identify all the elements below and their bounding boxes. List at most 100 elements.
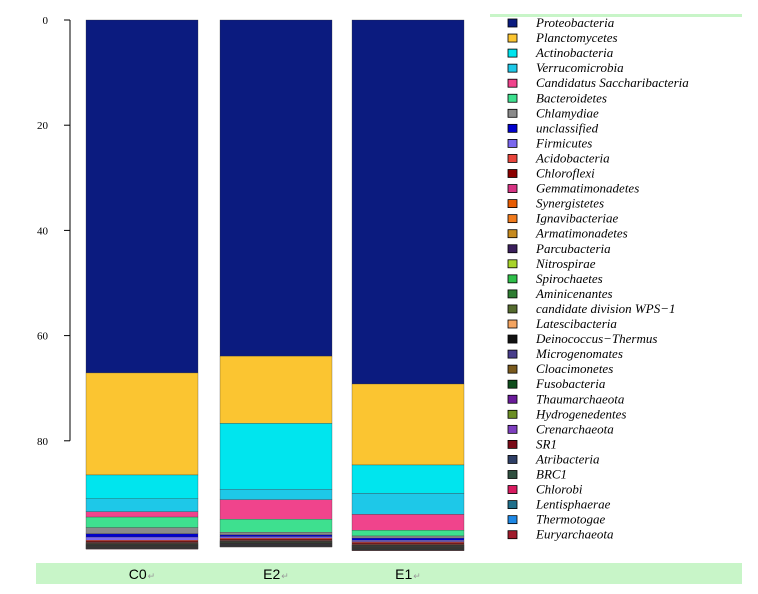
legend-label: Thaumarchaeota (536, 391, 625, 406)
legend-label: Acidobacteria (535, 150, 610, 165)
legend-label: Euryarchaeota (535, 527, 614, 542)
legend-label: Chlamydiae (536, 105, 599, 120)
legend-swatch (507, 123, 518, 133)
legend-swatch (507, 214, 518, 224)
legend-label: Spirochaetes (536, 271, 603, 286)
bar-segment-e2-candidatus-saccharibacteria (219, 499, 333, 520)
bar-segment-e1-unclassified (351, 537, 465, 541)
bar-segment-e1-actinobacteria (351, 464, 465, 494)
legend-label: Gemmatimonadetes (536, 181, 639, 196)
bar-segment-e2-verrucomicrobia (219, 489, 333, 500)
legend-swatch (507, 169, 518, 178)
legend-label: Bacteroidetes (536, 90, 607, 105)
legend-swatch (507, 485, 518, 494)
legend-label: Deinococcus−Thermus (535, 331, 657, 346)
legend-swatch (507, 470, 518, 479)
bar-segment-e1-planctomycetes (351, 383, 465, 466)
bar-segment-c0-candidatus-saccharibacteria (85, 511, 199, 518)
legend-label: candidate division WPS−1 (536, 301, 675, 316)
sample-label-c0-text: C0 (128, 566, 147, 582)
return-mark-icon: ↵ (281, 571, 289, 581)
bar-segment-e1-acidobacteria (351, 541, 465, 543)
legend-label: BRC1 (536, 467, 567, 482)
bar-segment-e2-unclassified (219, 534, 333, 537)
legend-swatch (507, 93, 518, 103)
bar-segment-e1-chloroflexi (351, 542, 465, 545)
bar-segment-e2-actinobacteria (219, 423, 333, 490)
legend-label: Firmicutes (535, 135, 592, 150)
legend-label: Thermotogae (536, 512, 606, 527)
legend-swatch (507, 394, 518, 404)
bar-segment-c0-chloroflexi (85, 541, 199, 543)
legend-label: Planctomycetes (535, 30, 618, 45)
legend-swatch (507, 33, 518, 43)
legend-label: Cloacimonetes (536, 361, 613, 376)
legend-top-rule (490, 14, 742, 17)
bar-segment-e2-acidobacteria (219, 537, 333, 540)
bar-segment-c0-planctomycetes (85, 372, 199, 476)
legend-swatch (507, 515, 518, 525)
y-tick-label: 20 (37, 120, 49, 132)
legend-label: Parcubacteria (535, 241, 611, 256)
legend-swatch (507, 379, 518, 389)
legend-swatch (507, 138, 518, 148)
legend-swatch (507, 319, 518, 329)
sample-label-e2: E2↵ (236, 566, 316, 582)
bar-segment-e1-verrucomicrobia (351, 493, 465, 515)
return-mark-icon: ↵ (147, 571, 156, 581)
bar-segment-e2-planctomycetes (219, 355, 333, 424)
legend-swatch (507, 334, 518, 344)
legend-label: Aminicenantes (535, 286, 613, 301)
bar-segment-c0-verrucomicrobia (85, 498, 199, 512)
y-axis: 0 20 40 60 80 (37, 15, 71, 448)
sample-label-c0: C0↵ (102, 566, 182, 582)
legend: ProteobacteriaPlanctomycetesActinobacter… (507, 15, 689, 542)
bar-segment-c0-actinobacteria (85, 474, 199, 499)
bar-segment-e2-chlamydiae (219, 532, 333, 536)
legend-label: Chloroflexi (536, 166, 595, 181)
bar-segment-e2-firmicutes (219, 536, 333, 539)
legend-swatch (507, 244, 518, 254)
bar-segment-e2-bacteroidetes (219, 519, 333, 533)
legend-label: Microgenomates (535, 346, 623, 361)
sample-label-e1: E1↵ (368, 566, 448, 582)
bar-segment-c0-chlamydiae (85, 527, 199, 535)
legend-label: Latescibacteria (535, 316, 617, 331)
y-tick-label: 60 (37, 331, 49, 343)
legend-label: Hydrogenedentes (535, 406, 627, 421)
legend-swatch (507, 259, 518, 269)
legend-swatch (507, 455, 518, 464)
legend-swatch (507, 184, 518, 193)
legend-swatch (507, 530, 518, 540)
return-mark-icon: ↵ (413, 571, 421, 581)
legend-swatch (507, 349, 518, 359)
bar-segment-c0-unclassified (85, 533, 199, 538)
legend-swatch (507, 364, 518, 374)
legend-label: unclassified (536, 120, 599, 135)
legend-swatch (507, 108, 518, 118)
y-tick-label: 80 (37, 436, 49, 448)
legend-swatch (507, 289, 518, 299)
bar-segment-e2-proteobacteria (219, 19, 333, 357)
bar-segment-e1-chlamydiae (351, 535, 465, 539)
bar-segment-c0-bacteroidetes (85, 516, 199, 528)
bar-segment-e1-firmicutes (351, 540, 465, 542)
legend-label: Chlorobi (536, 482, 583, 497)
legend-swatch (507, 63, 518, 73)
legend-label: Armatimonadetes (535, 226, 628, 241)
legend-label: Lentisphaerae (535, 497, 611, 512)
legend-swatch (507, 274, 518, 284)
legend-label: Synergistetes (536, 196, 604, 211)
bar-segment-e1-proteobacteria (351, 19, 465, 385)
legend-swatch (507, 229, 518, 239)
legend-label: Nitrospirae (535, 256, 596, 271)
sample-label-e2-text: E2 (263, 566, 281, 582)
legend-label: Candidatus Saccharibacteria (536, 75, 689, 90)
bar-segment-c0-firmicutes (85, 536, 199, 541)
legend-swatch (507, 409, 518, 419)
legend-label: Ignavibacteriae (535, 211, 619, 226)
y-tick-label: 0 (43, 15, 49, 27)
bar-segment-e1-candidatus-saccharibacteria (351, 514, 465, 531)
legend-swatch (507, 304, 518, 314)
